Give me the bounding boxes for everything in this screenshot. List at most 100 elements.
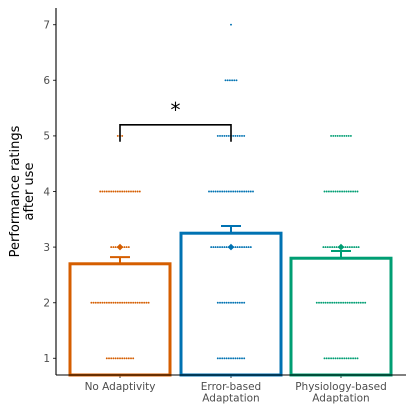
data-dot bbox=[219, 246, 221, 249]
data-dot bbox=[223, 357, 226, 360]
data-dot bbox=[227, 301, 230, 304]
data-dot bbox=[127, 357, 130, 360]
data-dot bbox=[210, 246, 213, 249]
data-dot bbox=[101, 190, 104, 193]
data-dot bbox=[232, 134, 235, 137]
data-dot bbox=[97, 301, 99, 304]
data-dot bbox=[338, 190, 341, 193]
data-dot bbox=[345, 357, 348, 360]
data-dot bbox=[114, 190, 117, 193]
data-dot bbox=[212, 246, 215, 249]
data-dot bbox=[112, 301, 115, 304]
data-dot bbox=[121, 134, 124, 137]
data-dot bbox=[351, 301, 353, 304]
median-markers bbox=[116, 243, 345, 251]
data-dot bbox=[359, 301, 362, 304]
data-dot bbox=[325, 357, 328, 360]
data-dot bbox=[332, 190, 335, 193]
data-dot bbox=[119, 190, 121, 193]
data-dot bbox=[329, 246, 331, 249]
data-dot bbox=[335, 246, 338, 249]
x-tick-label: Adaptation bbox=[202, 393, 259, 405]
data-dot bbox=[232, 301, 235, 304]
data-dot bbox=[226, 79, 229, 82]
data-dot bbox=[238, 246, 241, 249]
data-dot bbox=[241, 357, 243, 360]
data-dot bbox=[238, 301, 241, 304]
data-dot bbox=[324, 301, 327, 304]
data-dot bbox=[249, 190, 252, 193]
data-dot bbox=[347, 357, 350, 360]
data-dot bbox=[114, 301, 117, 304]
data-dot bbox=[136, 190, 139, 193]
data-dot bbox=[334, 357, 337, 360]
data-dot bbox=[353, 246, 356, 249]
data-dot bbox=[326, 301, 329, 304]
data-dot bbox=[221, 246, 224, 249]
data-dot bbox=[216, 190, 219, 193]
data-dot bbox=[110, 246, 113, 249]
data-dot bbox=[123, 301, 126, 304]
data-dot bbox=[351, 246, 353, 249]
data-dot bbox=[252, 190, 254, 193]
data-dot bbox=[238, 357, 241, 360]
data-dot bbox=[114, 246, 117, 249]
x-axis-ticks: No Adaptivity Error-basedAdaptationPhysio… bbox=[85, 375, 387, 405]
data-dot bbox=[210, 190, 213, 193]
data-dot bbox=[356, 357, 359, 360]
data-dot bbox=[231, 79, 234, 82]
bars bbox=[68, 231, 393, 377]
data-dot bbox=[216, 134, 219, 137]
significance-bracket: * bbox=[119, 98, 232, 142]
data-dot bbox=[329, 301, 331, 304]
data-dot bbox=[349, 357, 352, 360]
data-dot bbox=[208, 190, 210, 193]
data-dot bbox=[116, 134, 119, 137]
data-dot bbox=[223, 301, 226, 304]
data-dot bbox=[245, 190, 248, 193]
data-dot bbox=[318, 301, 320, 304]
data-dot bbox=[342, 301, 345, 304]
bar-3 bbox=[289, 256, 393, 377]
y-tick-label: 2 bbox=[43, 298, 50, 310]
data-dot bbox=[123, 246, 126, 249]
data-dot bbox=[243, 246, 246, 249]
data-dot bbox=[230, 357, 232, 360]
data-dot bbox=[108, 301, 110, 304]
data-dot bbox=[230, 23, 232, 26]
data-dot bbox=[219, 357, 221, 360]
data-dot bbox=[221, 134, 224, 137]
y-tick-label: 7 bbox=[43, 19, 50, 31]
data-dot bbox=[354, 357, 357, 360]
data-dot bbox=[234, 301, 237, 304]
data-dot bbox=[119, 357, 121, 360]
data-dot bbox=[233, 79, 236, 82]
median-marker bbox=[116, 243, 124, 251]
data-dot bbox=[347, 190, 350, 193]
data-dot bbox=[357, 301, 360, 304]
data-dot bbox=[232, 190, 235, 193]
data-dot bbox=[245, 246, 248, 249]
x-tick-label: Adaptation bbox=[312, 393, 369, 405]
data-dot bbox=[344, 246, 347, 249]
data-dot bbox=[125, 246, 128, 249]
data-dot bbox=[247, 190, 250, 193]
data-dot bbox=[236, 357, 239, 360]
data-dot bbox=[346, 301, 349, 304]
data-dot bbox=[346, 246, 349, 249]
data-dot bbox=[327, 190, 330, 193]
data-dot bbox=[116, 190, 119, 193]
data-dot bbox=[234, 134, 237, 137]
data-dot bbox=[125, 301, 128, 304]
data-dot bbox=[341, 357, 344, 360]
median-marker bbox=[227, 243, 235, 251]
data-dot bbox=[92, 301, 95, 304]
data-dot bbox=[243, 357, 246, 360]
data-dot bbox=[94, 301, 97, 304]
data-dot bbox=[333, 301, 336, 304]
data-dot bbox=[249, 246, 252, 249]
data-dot bbox=[241, 246, 243, 249]
data-dot bbox=[225, 134, 228, 137]
data-dot bbox=[241, 301, 243, 304]
